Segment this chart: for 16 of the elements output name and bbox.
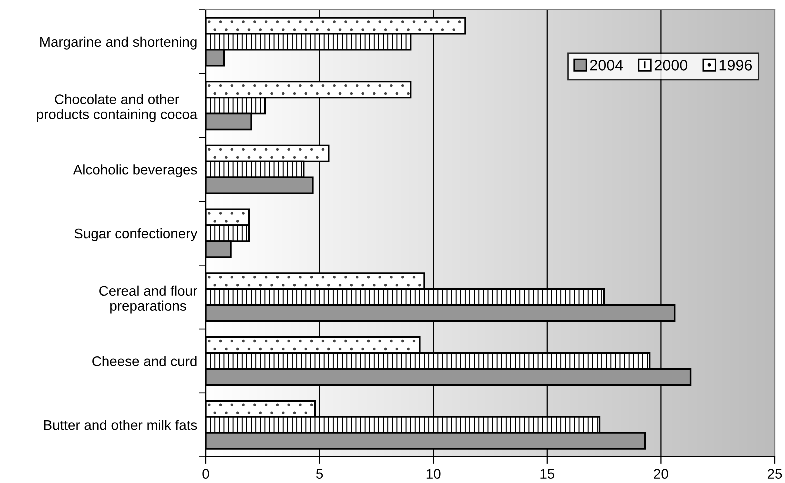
y-tick-label: Chocolate and other products containing cocoa (37, 94, 198, 122)
x-tick-label: 0 (202, 469, 210, 480)
y-tick-label: Cereal and flour preparations (100, 286, 198, 314)
x-tick-label: 5 (316, 469, 324, 480)
y-tick-label: Cheese and curd (92, 356, 197, 366)
x-tick-label: 20 (654, 469, 668, 480)
y-tick-label: Butter and other milk fats (44, 420, 198, 430)
y-tick-label: Alcoholic beverages (73, 164, 198, 178)
x-tick-label: 15 (540, 469, 555, 480)
y-tick-label: Margarine and shortening (40, 36, 197, 50)
y-tick-label: Sugar confectionery (74, 228, 198, 242)
legend-label: 2004 (590, 60, 624, 71)
legend-label: 2000 (654, 60, 688, 71)
legend-label: 1996 (720, 60, 752, 71)
x-tick-label: 10 (426, 469, 441, 480)
x-tick-label: 25 (768, 469, 782, 480)
